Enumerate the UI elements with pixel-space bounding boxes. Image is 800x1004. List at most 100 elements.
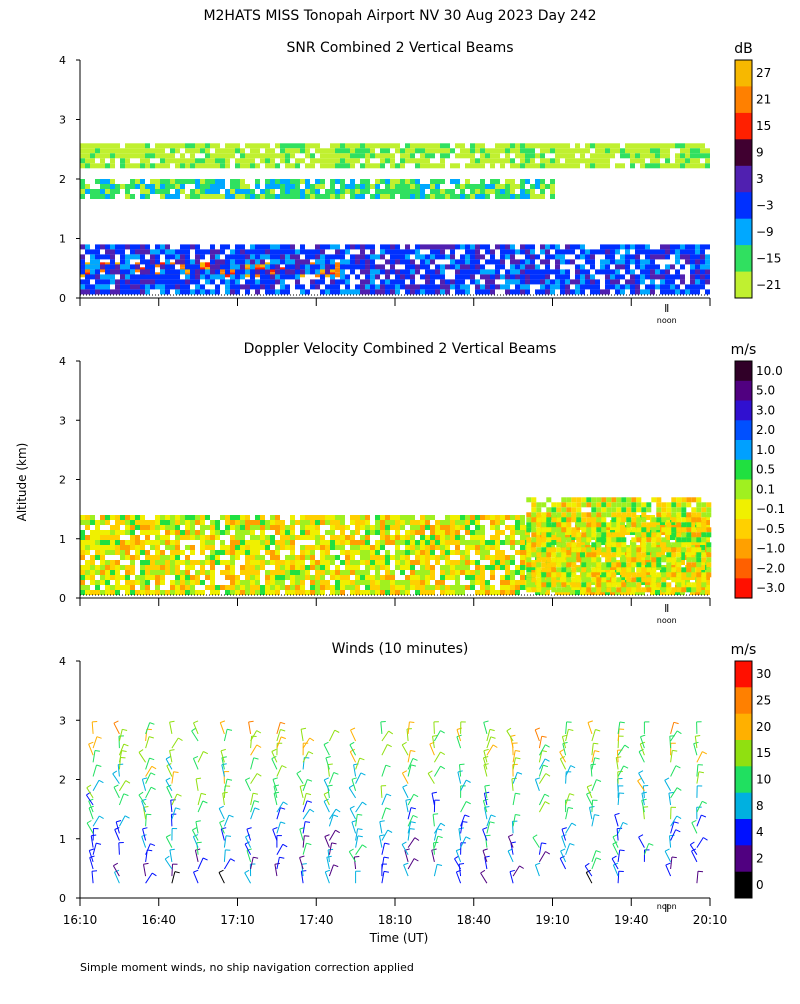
heatmap-cell — [645, 249, 650, 254]
heatmap-cell — [90, 143, 95, 148]
heatmap-cell — [240, 153, 245, 158]
heatmap-cell — [375, 274, 380, 279]
heatmap-cell — [530, 148, 535, 153]
heatmap-cell — [215, 274, 220, 279]
heatmap-cell — [315, 143, 320, 148]
heatmap-cell — [105, 148, 110, 153]
heatmap-cell — [230, 249, 235, 254]
heatmap-cell — [460, 269, 465, 274]
colorbar-swatch — [735, 113, 752, 140]
doppler-velocity-panel: Doppler Velocity Combined 2 Vertical Bea… — [59, 341, 785, 625]
heatmap-cell — [345, 570, 350, 575]
heatmap-cell — [365, 520, 370, 525]
heatmap-cell — [645, 259, 650, 264]
heatmap-cell — [205, 179, 210, 184]
wind-barb-flag — [596, 851, 601, 853]
wind-barb — [592, 743, 593, 755]
heatmap-cell — [250, 254, 255, 259]
heatmap-cell — [150, 264, 155, 269]
heatmap-cell — [651, 517, 656, 522]
heatmap-cell — [185, 289, 190, 294]
heatmap-cell — [405, 179, 410, 184]
heatmap-cell — [265, 254, 270, 259]
heatmap-cell — [630, 284, 635, 289]
heatmap-cell — [465, 264, 470, 269]
heatmap-cell — [300, 580, 305, 585]
heatmap-cell — [125, 565, 130, 570]
heatmap-cell — [375, 565, 380, 570]
heatmap-cell — [145, 148, 150, 153]
heatmap-cell — [636, 567, 641, 572]
heatmap-cell — [205, 158, 210, 163]
heatmap-cell — [80, 540, 85, 545]
wind-barb-flag — [273, 778, 278, 780]
heatmap-cell — [380, 289, 385, 294]
heatmap-cell — [631, 537, 636, 542]
heatmap-cell — [515, 520, 520, 525]
wind-barb-flag — [437, 864, 442, 865]
heatmap-cell — [275, 259, 280, 264]
heatmap-cell — [541, 552, 546, 557]
heatmap-cell — [660, 289, 665, 294]
heatmap-cell — [596, 502, 601, 507]
heatmap-cell — [700, 284, 705, 289]
wind-barb-flag — [177, 794, 182, 796]
heatmap-cell — [626, 552, 631, 557]
heatmap-cell — [666, 512, 671, 517]
wind-barb-flag — [281, 737, 286, 739]
heatmap-cell — [495, 525, 500, 530]
heatmap-cell — [210, 158, 215, 163]
heatmap-cell — [690, 269, 695, 274]
heatmap-cell — [360, 590, 365, 595]
heatmap-cell — [275, 184, 280, 189]
heatmap-cell — [671, 512, 676, 517]
heatmap-cell — [145, 163, 150, 168]
heatmap-cell — [360, 555, 365, 560]
heatmap-cell — [225, 515, 230, 520]
heatmap-cell — [695, 153, 700, 158]
heatmap-cell — [666, 562, 671, 567]
heatmap-cell — [190, 565, 195, 570]
heatmap-cell — [115, 550, 120, 555]
heatmap-cell — [465, 269, 470, 274]
heatmap-cell — [240, 530, 245, 535]
heatmap-cell — [290, 555, 295, 560]
heatmap-cell — [561, 497, 566, 502]
wind-barb-flag — [226, 836, 231, 837]
heatmap-cell — [646, 532, 651, 537]
colorbar-unit: dB — [734, 41, 753, 57]
heatmap-cell — [420, 264, 425, 269]
wind-barb-flag — [114, 785, 118, 787]
heatmap-cell — [280, 179, 285, 184]
heatmap-cell — [565, 244, 570, 249]
heatmap-cell — [641, 512, 646, 517]
heatmap-cell — [575, 264, 580, 269]
colorbar-label: 5.0 — [756, 384, 775, 398]
heatmap-cell — [690, 284, 695, 289]
heatmap-cell — [305, 575, 310, 580]
heatmap-cell — [320, 560, 325, 565]
heatmap-cell — [641, 527, 646, 532]
heatmap-cell — [540, 158, 545, 163]
heatmap-cell — [625, 264, 630, 269]
heatmap-cell — [440, 289, 445, 294]
wind-barb-flag — [307, 780, 312, 782]
heatmap-cell — [530, 254, 535, 259]
heatmap-cell — [706, 542, 711, 547]
wind-barb — [566, 766, 571, 777]
heatmap-cell — [285, 525, 290, 530]
heatmap-cell — [606, 572, 611, 577]
wind-barb-flag — [484, 764, 489, 765]
heatmap-cell — [695, 244, 700, 249]
heatmap-cell — [255, 244, 260, 249]
heatmap-cell — [425, 158, 430, 163]
y-tick-label: 0 — [59, 592, 66, 605]
colorbar-swatch — [735, 86, 752, 113]
heatmap-cell — [706, 507, 711, 512]
heatmap-cell — [210, 179, 215, 184]
heatmap-cell — [505, 289, 510, 294]
heatmap-cell — [701, 517, 706, 522]
heatmap-cell — [440, 163, 445, 168]
heatmap-cell — [190, 550, 195, 555]
heatmap-cell — [586, 527, 591, 532]
